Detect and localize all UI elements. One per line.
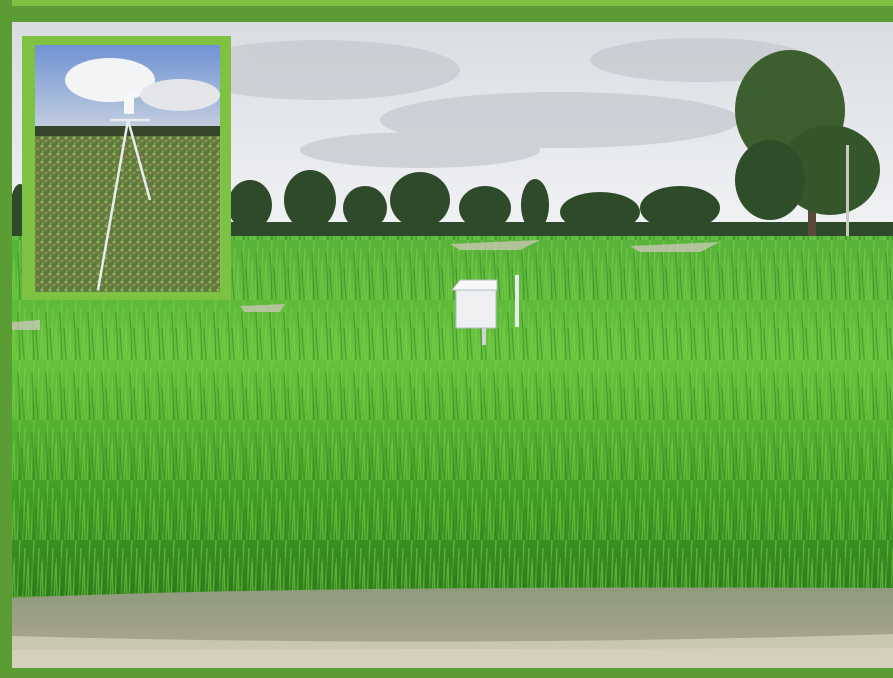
inset-cloud xyxy=(140,79,220,111)
inset-trees xyxy=(35,126,220,136)
inset-cloud xyxy=(65,58,155,102)
inset-field xyxy=(35,136,220,292)
ground-path xyxy=(12,648,893,668)
tree-line xyxy=(10,170,893,238)
tall-tree xyxy=(735,50,880,245)
inset-tripod xyxy=(96,118,152,291)
frame-top-highlight xyxy=(0,0,893,6)
instrument-box xyxy=(450,275,519,345)
inset-photo xyxy=(22,36,231,300)
frame-left xyxy=(0,0,12,678)
frame-top xyxy=(0,6,893,22)
field-gaps xyxy=(12,240,720,330)
inset-sensor xyxy=(124,92,134,114)
frame-bottom xyxy=(0,668,893,678)
water-channel xyxy=(12,587,893,645)
